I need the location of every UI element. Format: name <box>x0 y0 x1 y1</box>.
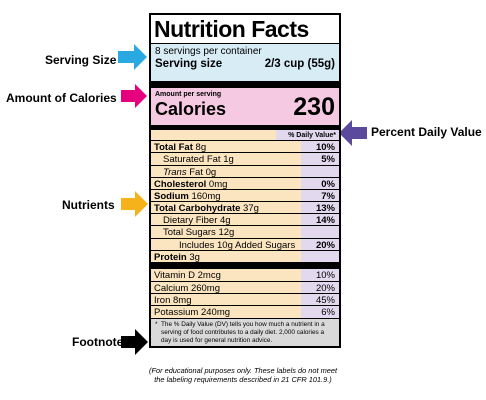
serving-size-value: 2/3 cup (55g) <box>264 58 335 70</box>
nutrient-row: Cholesterol 0mg 0% <box>151 177 339 190</box>
nutrient-amount: 8g <box>195 142 207 153</box>
nutrient-dv: 7% <box>301 190 339 202</box>
arrow-right-icon <box>118 44 147 70</box>
nutrient-name: Dietary Fiber <box>163 215 218 226</box>
nutrient-name: Total Sugars <box>163 227 216 238</box>
nutrient-row: Saturated Fat 1g 5% <box>151 152 339 165</box>
serving-section: 8 servings per container Serving size 2/… <box>151 43 339 81</box>
annotation-serving-size: Serving Size <box>45 53 117 67</box>
nutrient-name: Total Fat <box>154 142 193 153</box>
footnote: * The % Daily Value (DV) tells you how mu… <box>151 318 339 346</box>
nutrient-row: Sodium 160mg 7% <box>151 189 339 202</box>
nutrient-name: Saturated Fat <box>163 154 221 165</box>
nutrient-name: Includes 10g Added Sugars <box>179 240 296 251</box>
nutrient-amount: Fat 0g <box>189 167 217 178</box>
vitamin-name: Vitamin D 2mcg <box>151 269 301 282</box>
vitamin-name: Potassium 240mg <box>151 306 301 318</box>
nutrient-row: Total Sugars 12g <box>151 225 339 238</box>
disclaimer: (For educational purposes only. These la… <box>0 366 486 384</box>
vitamin-dv: 6% <box>301 306 339 318</box>
vitamin-dv: 20% <box>301 282 339 294</box>
annotation-footnote: Footnote <box>72 335 124 349</box>
nutrient-name: Total Carbohydrate <box>154 203 241 214</box>
calories-section: Amount per serving Calories 230 <box>151 88 339 125</box>
nutrient-dv: 14% <box>301 214 339 226</box>
nutrient-name: Cholesterol <box>154 179 207 190</box>
nutrient-dv <box>301 226 339 238</box>
nutrient-row: Total Carbohydrate 37g 13% <box>151 201 339 214</box>
disclaimer-line-2: the labeling requirements described in 2… <box>154 375 332 384</box>
vitamin-row: Calcium 260mg 20% <box>151 281 339 294</box>
vitamin-row: Iron 8mg 45% <box>151 293 339 306</box>
vitamin-name: Iron 8mg <box>151 294 301 306</box>
arrow-left-icon <box>339 120 367 146</box>
annotation-nutrients: Nutrients <box>62 198 115 212</box>
serving-size-row: Serving size 2/3 cup (55g) <box>155 58 335 71</box>
nutrient-dv: 20% <box>301 239 339 251</box>
nutrient-dv: 5% <box>301 153 339 165</box>
vitamin-row: Potassium 240mg 6% <box>151 305 339 318</box>
nutrition-facts-label: Nutrition Facts 8 servings per container… <box>149 13 341 348</box>
nutrient-name: Trans <box>163 167 187 178</box>
annotation-percent-dv: Percent Daily Value <box>371 125 482 139</box>
dv-header-row: % Daily Value* <box>151 129 339 141</box>
nutrient-amount: 0mg <box>208 179 228 190</box>
label-title: Nutrition Facts <box>154 16 309 42</box>
calories-value: 230 <box>293 93 335 121</box>
arrow-right-icon <box>121 84 147 108</box>
nutrient-name: Sodium <box>154 191 189 202</box>
nutrient-dv: 13% <box>301 202 339 214</box>
nutrient-dv: 10% <box>301 141 339 153</box>
nutrient-amount: 3g <box>189 252 200 263</box>
disclaimer-line-1: (For educational purposes only. These la… <box>148 366 338 375</box>
vitamin-row: Vitamin D 2mcg 10% <box>151 269 339 282</box>
footnote-text: The % Daily Value (DV) tells you how muc… <box>161 321 325 344</box>
nutrient-row: Trans Fat 0g <box>151 165 339 178</box>
divider-thick <box>151 81 339 88</box>
nutrient-dv: 0% <box>301 178 339 190</box>
dv-header: % Daily Value* <box>276 130 339 141</box>
nutrient-name: Protein <box>154 252 187 263</box>
servings-per-container: 8 servings per container <box>155 46 262 57</box>
nutrient-row: Total Fat 8g 10% <box>151 140 339 153</box>
nutrient-row: Includes 10g Added Sugars 20% <box>151 238 339 251</box>
arrow-right-icon <box>121 191 148 217</box>
nutrient-row: Dietary Fiber 4g 14% <box>151 213 339 226</box>
nutrient-amount: 4g <box>220 215 231 226</box>
footnote-star: * <box>155 321 158 328</box>
nutrient-amount: 12g <box>218 227 235 238</box>
nutrient-dv <box>301 251 339 263</box>
vitamin-name: Calcium 260mg <box>151 282 301 294</box>
calories-label: Calories <box>155 99 227 119</box>
nutrient-row: Protein 3g <box>151 250 339 263</box>
arrow-right-icon <box>121 329 148 355</box>
nutrient-amount: 160mg <box>191 191 221 202</box>
nutrient-amount: 1g <box>223 154 234 165</box>
amount-per-serving: Amount per serving <box>155 91 222 98</box>
annotation-calories: Amount of Calories <box>6 91 117 105</box>
divider-medium <box>151 125 339 129</box>
nutrient-dv <box>301 166 339 178</box>
vitamin-dv: 45% <box>301 294 339 306</box>
serving-size-label: Serving size <box>155 58 223 70</box>
nutrient-amount: 37g <box>243 203 259 214</box>
divider-thick <box>151 262 339 269</box>
vitamin-dv: 10% <box>301 269 339 282</box>
